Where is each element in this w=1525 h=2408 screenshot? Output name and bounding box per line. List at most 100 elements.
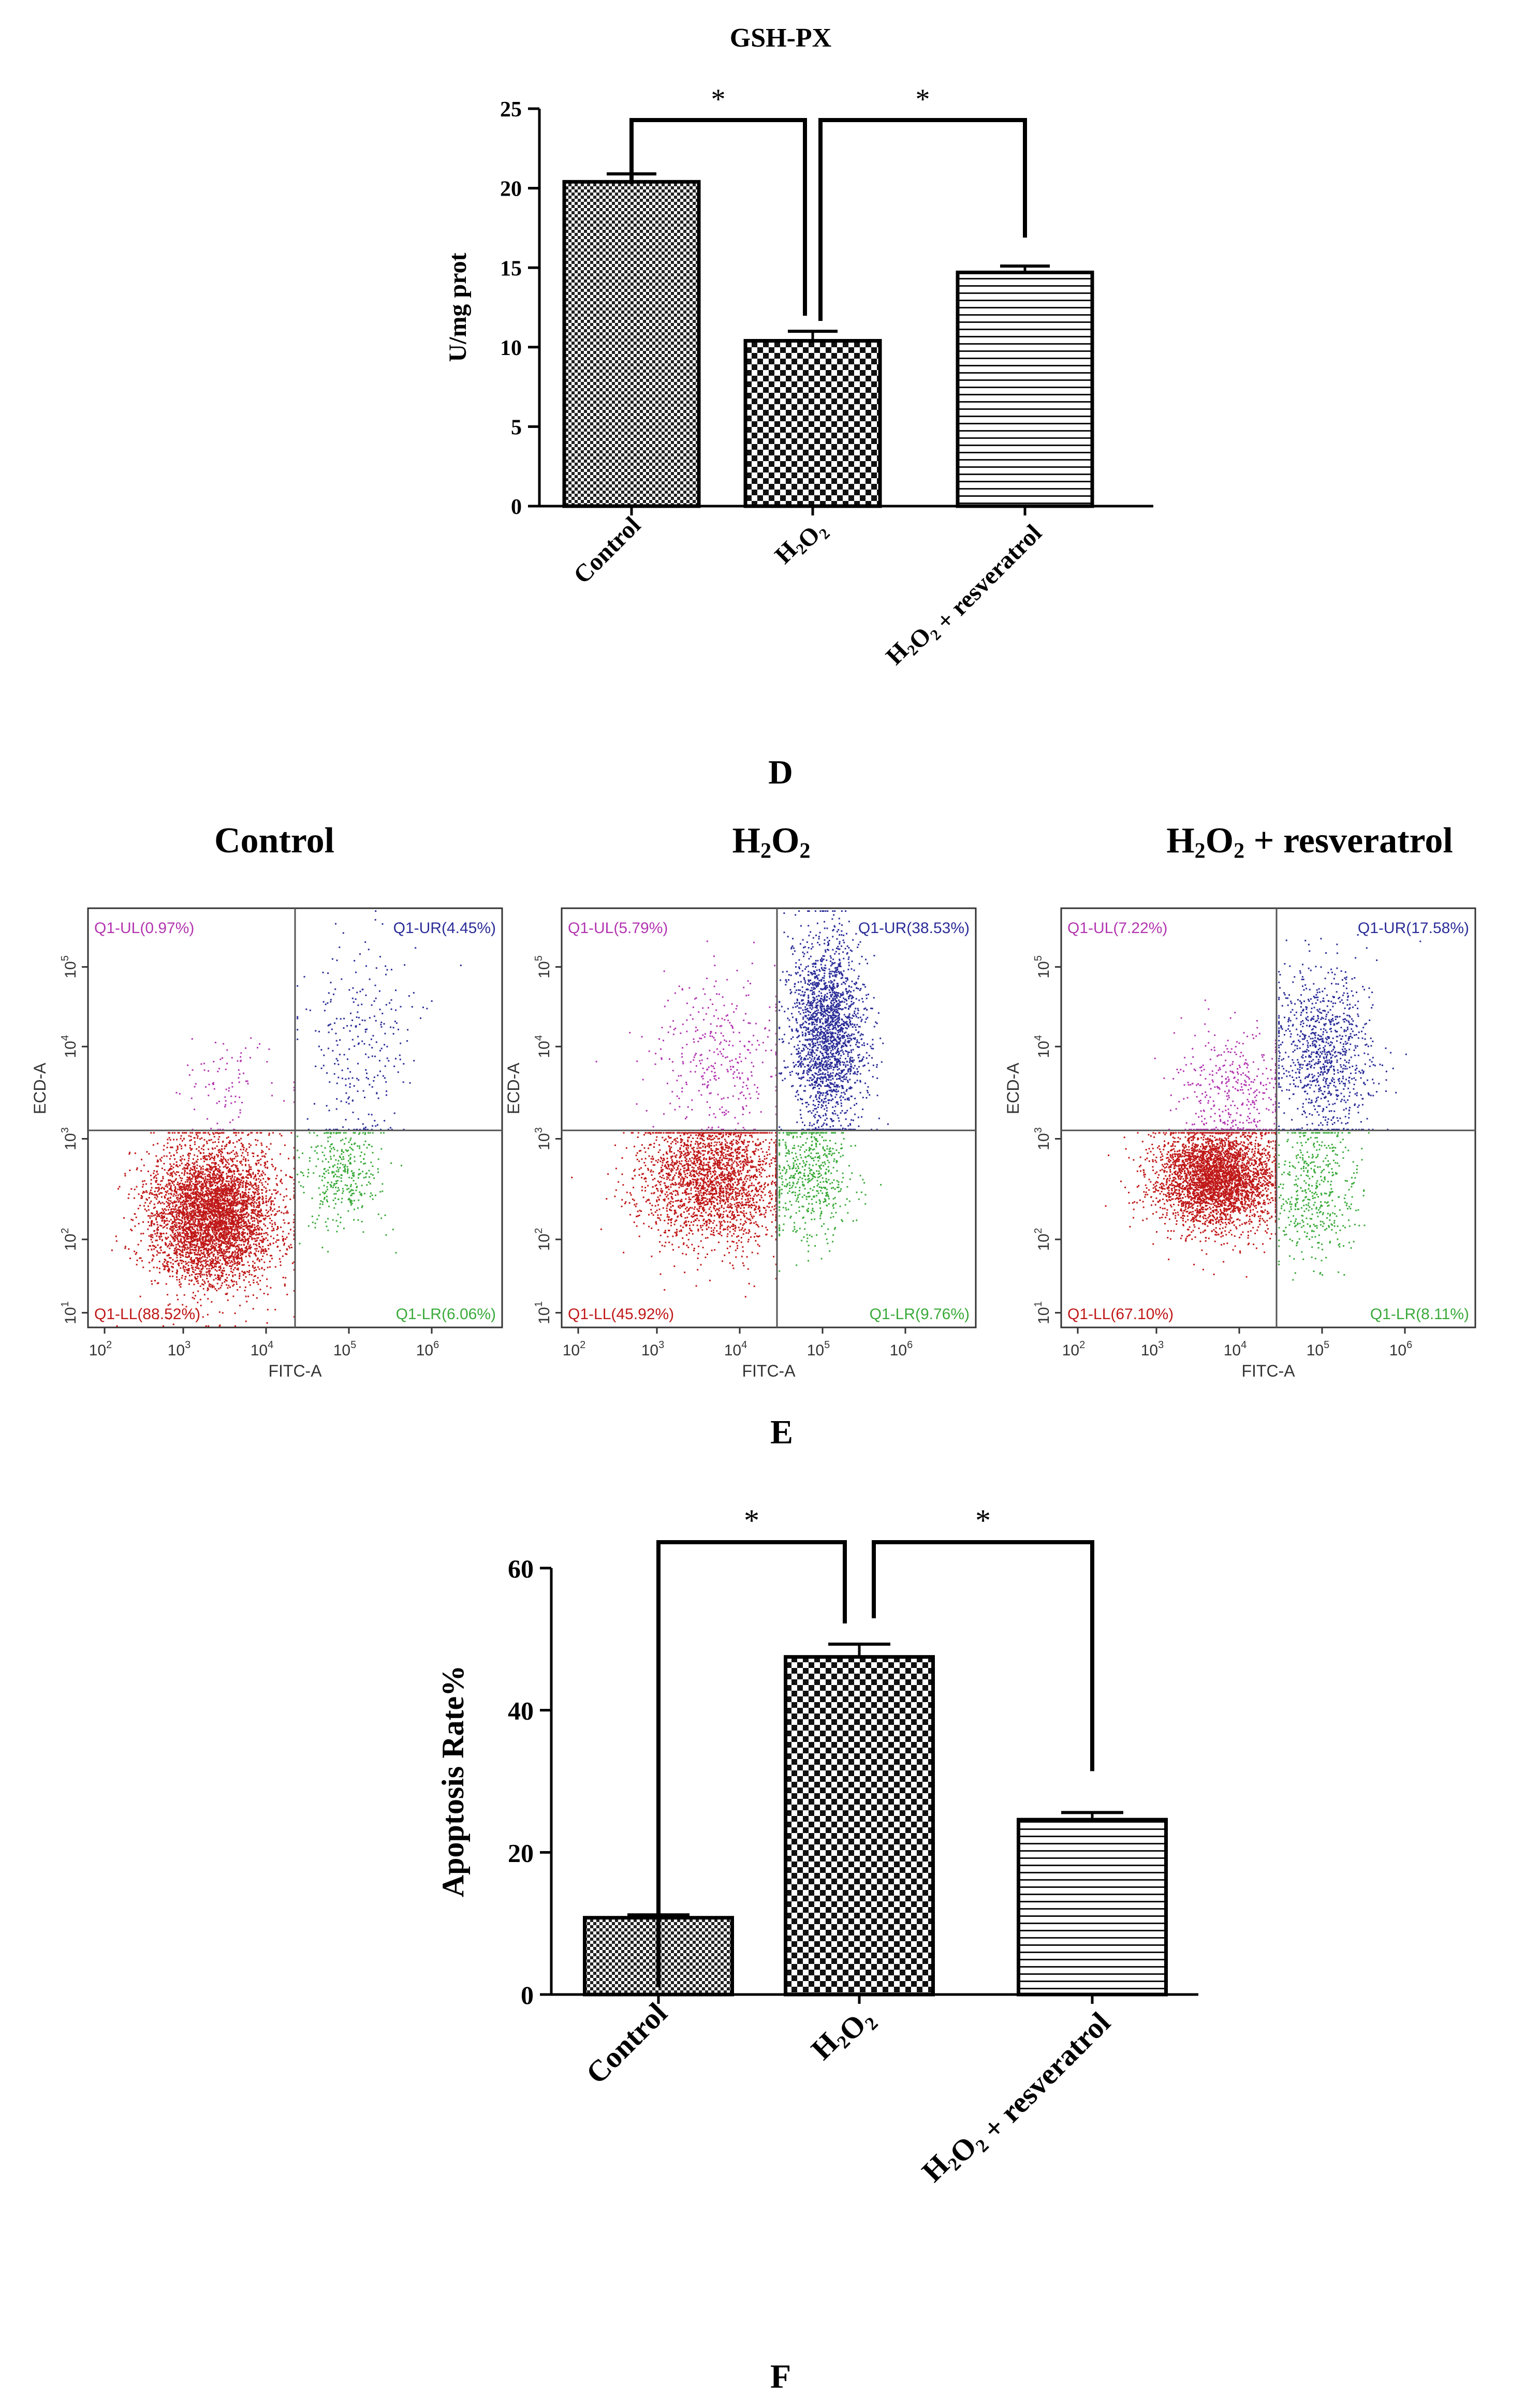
event-dot — [163, 1233, 165, 1234]
event-dot — [198, 1150, 200, 1151]
event-dot — [218, 1230, 219, 1231]
event-dot — [200, 1228, 202, 1229]
event-dot — [375, 1020, 377, 1022]
event-dot — [248, 1195, 250, 1197]
event-dot — [211, 1261, 212, 1262]
event-dot — [369, 1017, 371, 1018]
event-dot — [412, 1006, 413, 1008]
event-dot — [239, 1217, 240, 1218]
event-dot — [169, 1163, 171, 1165]
event-dot — [149, 1203, 151, 1204]
event-dot — [376, 1041, 377, 1043]
event-dot — [289, 1247, 290, 1249]
event-dot — [202, 1268, 203, 1269]
event-dot — [258, 1251, 259, 1252]
event-dot — [232, 1251, 233, 1253]
event-dot — [123, 1217, 125, 1219]
event-dot — [232, 1201, 234, 1203]
event-dot — [184, 1184, 185, 1185]
event-dot — [325, 1003, 327, 1005]
event-dot — [137, 1260, 138, 1261]
event-dot — [236, 1233, 238, 1234]
event-dot — [224, 1225, 226, 1227]
event-dot — [184, 1212, 185, 1214]
event-dot — [191, 1261, 193, 1262]
event-dot — [240, 1222, 241, 1223]
event-dot — [238, 1227, 239, 1229]
event-dot — [339, 1039, 341, 1041]
event-dot — [219, 1248, 221, 1249]
event-dot — [245, 1287, 246, 1288]
event-dot — [231, 1260, 232, 1262]
event-dot — [391, 999, 392, 1001]
event-dot — [251, 1169, 252, 1170]
event-dot — [193, 1191, 194, 1193]
event-dot — [247, 1244, 248, 1245]
event-dot — [243, 1180, 244, 1182]
event-dot — [218, 1288, 219, 1290]
event-dot — [330, 1001, 331, 1002]
event-dot — [358, 1004, 359, 1006]
event-dot — [388, 1060, 389, 1061]
event-dot — [256, 1237, 258, 1239]
event-dot — [231, 1201, 232, 1202]
event-dot — [384, 1023, 385, 1025]
event-dot — [174, 1202, 175, 1203]
event-dot — [242, 1170, 244, 1171]
event-dot — [156, 1254, 158, 1255]
event-dot — [285, 1212, 287, 1214]
event-dot — [197, 1230, 199, 1231]
event-dot — [263, 1252, 265, 1254]
event-dot — [374, 1120, 375, 1121]
event-dot — [162, 1180, 163, 1181]
event-dot — [238, 1234, 240, 1236]
event-dot — [166, 1156, 168, 1157]
event-dot — [160, 1236, 162, 1237]
event-dot — [383, 1075, 384, 1077]
event-dot — [236, 1192, 237, 1194]
event-dot — [230, 1182, 232, 1184]
event-dot — [276, 1210, 278, 1212]
event-dot — [358, 1200, 359, 1201]
y-tick-label: 0 — [511, 495, 522, 519]
event-dot — [225, 1187, 227, 1189]
event-dot — [207, 1257, 208, 1259]
event-dot — [202, 1165, 204, 1167]
event-dot — [393, 1066, 395, 1067]
event-dot — [245, 1206, 247, 1208]
event-dot — [229, 1193, 231, 1194]
event-dot — [182, 1214, 183, 1215]
event-dot — [197, 1243, 198, 1245]
event-dot — [328, 1047, 329, 1049]
event-dot — [243, 1272, 244, 1274]
event-dot — [183, 1269, 185, 1271]
event-dot — [181, 1187, 182, 1188]
event-dot — [188, 1203, 189, 1204]
event-dot — [336, 1109, 338, 1110]
event-dot — [210, 1236, 212, 1238]
event-dot — [222, 1177, 224, 1179]
event-dot — [413, 1060, 415, 1061]
event-dot — [251, 1199, 252, 1200]
event-dot — [196, 1199, 197, 1200]
event-dot — [251, 1205, 253, 1207]
event-dot — [258, 1217, 260, 1218]
event-dot — [385, 965, 386, 967]
event-dot — [187, 1165, 188, 1167]
event-dot — [351, 1193, 353, 1194]
event-dot — [192, 1132, 193, 1134]
event-dot — [208, 1203, 210, 1204]
event-dot — [348, 1097, 350, 1098]
event-dot — [218, 1235, 220, 1237]
event-dot — [256, 1188, 258, 1189]
event-dot — [237, 1210, 238, 1212]
event-dot — [128, 1198, 129, 1199]
event-dot — [248, 1221, 250, 1222]
event-dot — [222, 1237, 224, 1239]
event-dot — [254, 1224, 255, 1226]
event-dot — [216, 1187, 218, 1189]
event-dot — [335, 1033, 336, 1035]
event-dot — [407, 1029, 408, 1030]
